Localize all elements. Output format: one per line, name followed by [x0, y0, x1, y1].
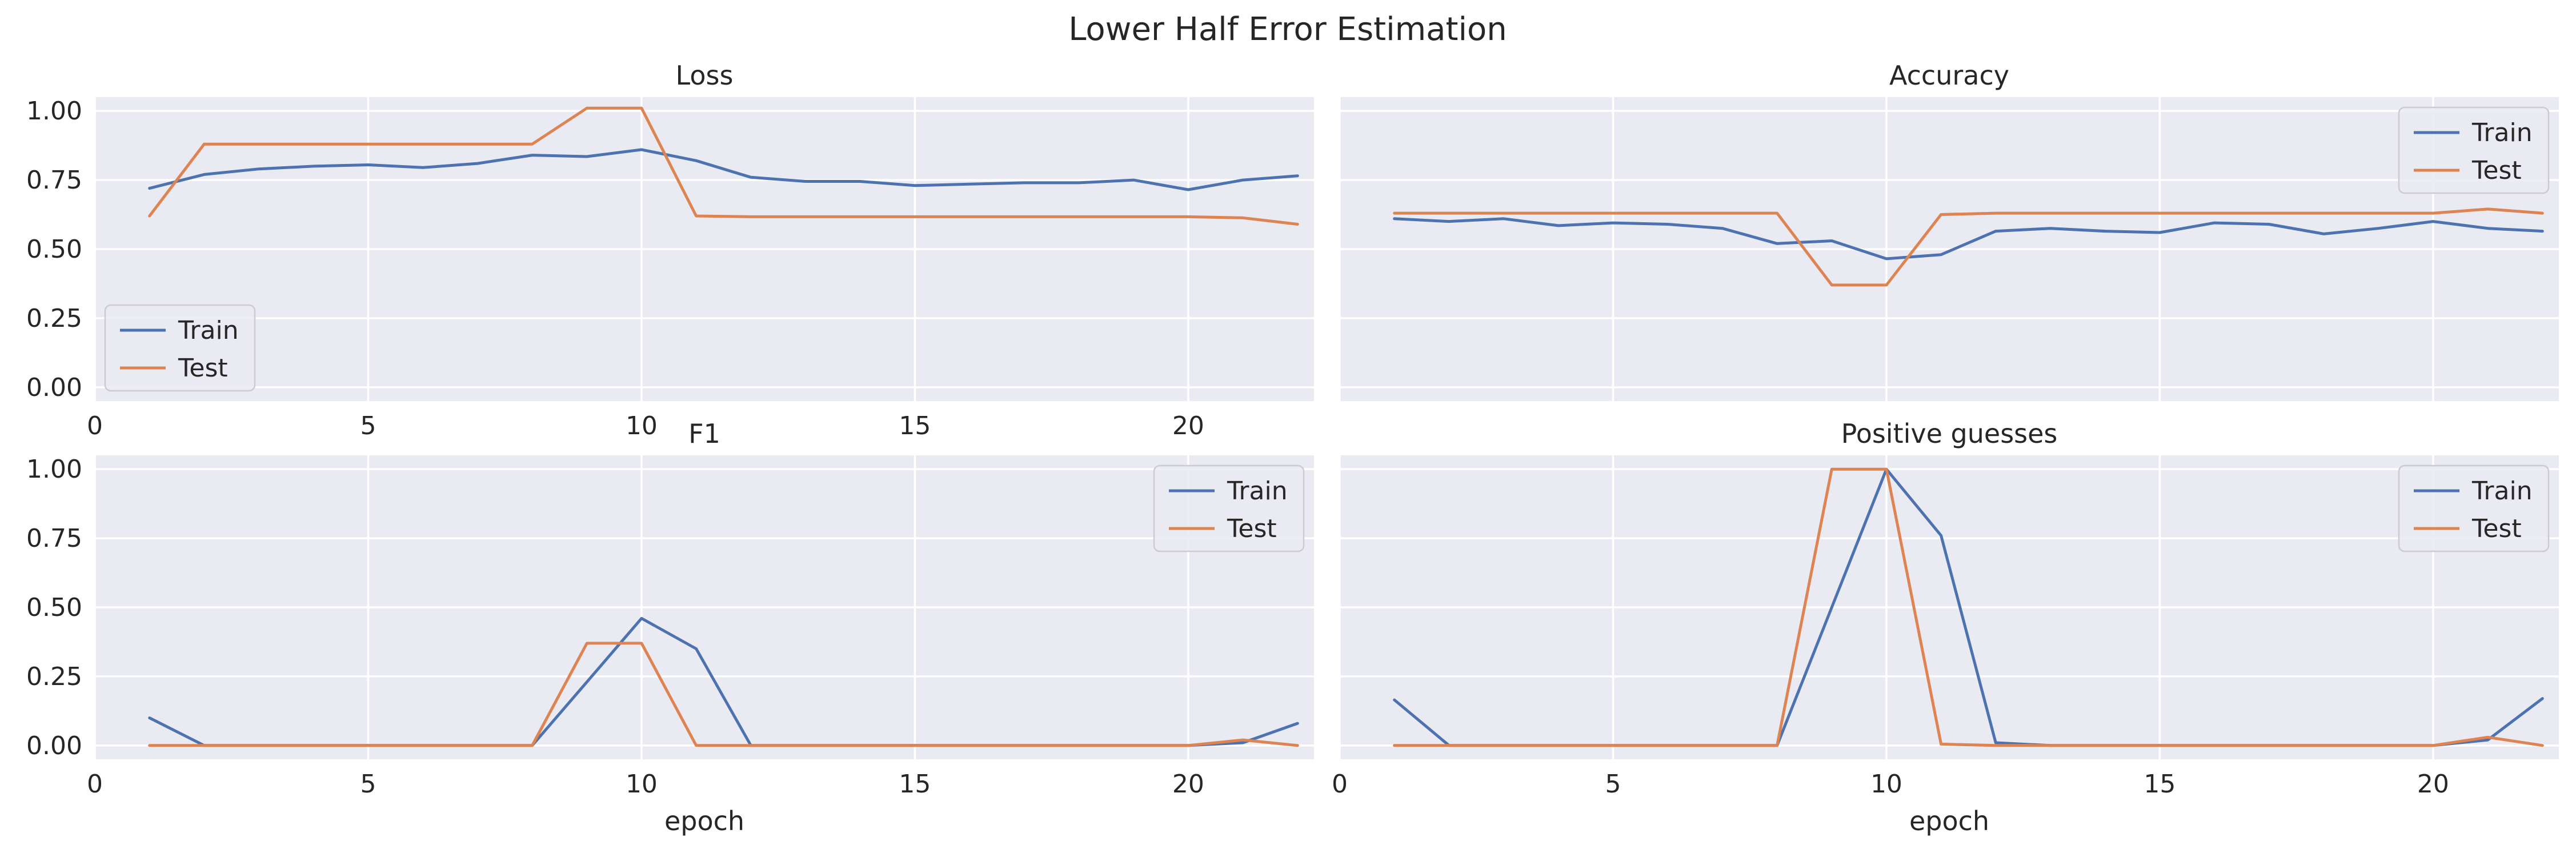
x-tick-label: 5	[1605, 770, 1621, 799]
y-tick-label: 1.00	[26, 97, 82, 126]
figure-title: Lower Half Error Estimation	[1068, 11, 1507, 48]
panel-title: Positive guesses	[1841, 418, 2058, 449]
y-tick-label: 0.25	[26, 662, 82, 691]
panel-title: F1	[688, 418, 720, 449]
legend-label-test: Test	[2471, 514, 2522, 543]
series-line-train	[1393, 217, 2544, 261]
legend-label-train: Train	[178, 316, 239, 345]
legend-label-train: Train	[2471, 476, 2533, 506]
y-tick-label: 0.75	[26, 166, 82, 195]
x-tick-label: 0	[87, 411, 103, 440]
x-tick-label: 10	[1870, 770, 1902, 799]
series-line-test	[148, 106, 1299, 226]
x-axis-label: epoch	[1909, 806, 1989, 836]
legend: Train Test	[104, 304, 256, 392]
x-tick-label: 0	[1332, 770, 1348, 799]
x-tick-label: 10	[626, 770, 658, 799]
panel-accuracy: Accuracy Train Test	[1339, 60, 2559, 401]
panel-title: Loss	[676, 60, 734, 91]
legend-label-test: Test	[1227, 514, 1277, 543]
legend: Train Test	[2398, 106, 2550, 194]
x-tick-label: 0	[87, 770, 103, 799]
y-tick-label: 1.00	[26, 455, 82, 484]
legend-label-train: Train	[2471, 118, 2533, 147]
series-line-test	[1393, 467, 2544, 747]
panel-loss: 0.00 0.25 0.50 0.75 1.00 0 5 10 15 20 Loss Train Tes…	[26, 60, 1314, 440]
panel-positive-guesses: 0 5 10 15 20 Positive guesses epoch Train Test	[1332, 418, 2559, 836]
x-tick-label: 10	[626, 411, 658, 440]
legend-label-test: Test	[178, 354, 228, 383]
y-tick-label: 0.75	[26, 524, 82, 553]
x-tick-label: 20	[1172, 411, 1204, 440]
x-tick-label: 15	[2144, 770, 2176, 799]
y-tick-label: 0.50	[26, 235, 82, 264]
y-tick-label: 0.25	[26, 304, 82, 333]
x-tick-label: 15	[899, 411, 931, 440]
x-axis-label: epoch	[664, 806, 744, 836]
x-tick-label: 5	[360, 770, 376, 799]
y-tick-label: 0.00	[26, 373, 82, 402]
legend: Train Test	[1153, 464, 1305, 552]
x-tick-label: 15	[899, 770, 931, 799]
legend: Train Test	[2398, 464, 2550, 552]
series-line-train	[148, 148, 1299, 191]
x-tick-label: 20	[1172, 770, 1204, 799]
y-tick-label: 0.50	[26, 593, 82, 622]
series-line-test	[1393, 207, 2544, 287]
x-tick-label: 5	[360, 411, 376, 440]
y-tick-label: 0.00	[26, 731, 82, 760]
panel-title: Accuracy	[1889, 60, 2009, 91]
legend-label-test: Test	[2471, 156, 2522, 185]
x-tick-label: 20	[2417, 770, 2449, 799]
panel-f1: 0.00 0.25 0.50 0.75 1.00 0 5 10 15 20 F1 epoch Train…	[26, 418, 1314, 836]
legend-label-train: Train	[1227, 476, 1288, 506]
series-line-test	[148, 642, 1299, 747]
